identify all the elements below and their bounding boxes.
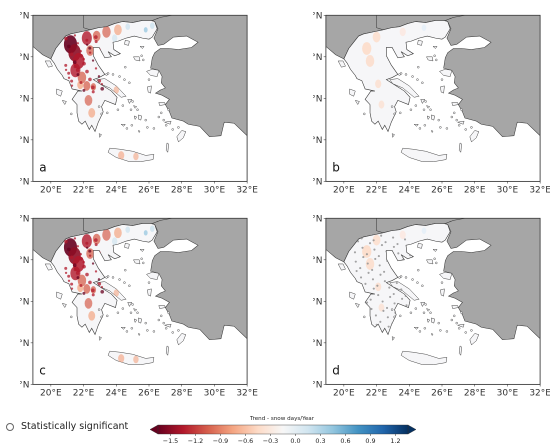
map-panel-b: 42°N 40°N 38°N 36°N 34°N 20°E 22°E 24°E 26°E 28°E… xyxy=(313,8,550,194)
longitude-label: 30°E xyxy=(204,389,226,398)
latitude-label: 36°N xyxy=(313,136,322,146)
significance-label: Statistically significant xyxy=(21,421,129,432)
longitude-label: 32°E xyxy=(529,389,550,398)
trend-overlay xyxy=(362,227,427,312)
longitude-label: 32°E xyxy=(236,389,258,398)
turkey-land xyxy=(443,218,541,340)
map-svg-a: 42°N 40°N 38°N 36°N 34°N 20°E 22°E 24°E 26°E 28°E… xyxy=(20,11,258,195)
longitude-label: 22°E xyxy=(73,389,95,398)
colorbar-tick-label: −0.3 xyxy=(263,437,279,444)
longitude-label: 32°E xyxy=(236,186,258,195)
longitude-label: 22°E xyxy=(366,186,388,195)
colorbar-tick-label: −1.5 xyxy=(163,437,179,444)
colorbar-tick-label: −0.9 xyxy=(213,437,229,444)
latitude-label: 42°N xyxy=(313,11,322,21)
colorbar-tick-label: 0.9 xyxy=(365,437,375,444)
colorbar-title: Trend - snow days/Year xyxy=(249,416,315,422)
longitude-label: 20°E xyxy=(333,186,355,195)
colorbar-gradient xyxy=(157,424,409,435)
longitude-label: 20°E xyxy=(40,389,62,398)
longitude-label: 24°E xyxy=(105,186,127,195)
latitude-label: 40°N xyxy=(313,256,322,266)
latitude-label: 42°N xyxy=(20,11,29,21)
longitude-label: 26°E xyxy=(138,389,160,398)
longitude-label: 32°E xyxy=(529,186,550,195)
colorbar-max-extend xyxy=(407,424,417,435)
latitude-label: 34°N xyxy=(313,380,322,390)
latitude-label: 34°N xyxy=(20,380,29,390)
longitude-label: 28°E xyxy=(171,389,193,398)
longitude-label: 26°E xyxy=(138,186,160,195)
longitude-label: 24°E xyxy=(105,389,127,398)
longitude-label: 26°E xyxy=(431,186,453,195)
latitude-label: 40°N xyxy=(20,53,29,63)
colorbar-tick-label: −1.2 xyxy=(188,437,204,444)
latitude-label: 34°N xyxy=(313,177,322,187)
trend-overlay xyxy=(63,225,155,364)
panel-letter: a xyxy=(39,161,46,175)
colorbar-min-extend xyxy=(149,424,159,435)
longitude-label: 26°E xyxy=(431,389,453,398)
latitude-label: 34°N xyxy=(20,177,29,187)
map-panel-c: 42°N 40°N 38°N 36°N 34°N 20°E 22°E 24°E 26°E 28°E… xyxy=(20,211,260,397)
longitude-label: 28°E xyxy=(464,389,486,398)
latitude-label: 36°N xyxy=(20,339,29,349)
longitude-label: 28°E xyxy=(464,186,486,195)
longitude-label: 24°E xyxy=(398,389,420,398)
longitude-label: 20°E xyxy=(333,389,355,398)
significance-circle-icon xyxy=(6,422,14,431)
longitude-label: 30°E xyxy=(497,389,519,398)
longitude-label: 20°E xyxy=(40,186,62,195)
panel-letter: d xyxy=(332,364,340,378)
latitude-label: 42°N xyxy=(313,214,322,224)
latitude-label: 38°N xyxy=(20,94,29,104)
longitude-label: 30°E xyxy=(204,186,226,195)
colorbar-tick-label: 0.0 xyxy=(290,437,300,444)
longitude-label: 22°E xyxy=(73,186,95,195)
colorbar-tick-label: 1.2 xyxy=(390,437,400,444)
latitude-label: 42°N xyxy=(20,214,29,224)
trend-overlay xyxy=(63,22,155,161)
colorbar-tick-label: 0.3 xyxy=(315,437,325,444)
turkey-land xyxy=(150,15,248,137)
map-panel-d: 42°N 40°N 38°N 36°N 34°N 20°E 22°E 24°E 26°E 28°E… xyxy=(313,211,550,397)
trend-overlay xyxy=(362,24,427,109)
map-svg-c: 42°N 40°N 38°N 36°N 34°N 20°E 22°E 24°E 26°E 28°E… xyxy=(20,214,258,398)
panel-letter: c xyxy=(39,364,46,378)
turkey-land xyxy=(150,218,248,340)
map-svg-b: 42°N 40°N 38°N 36°N 34°N 20°E 22°E 24°E 26°E 28°E… xyxy=(313,11,550,195)
panel-letter: b xyxy=(332,161,340,175)
significance-legend: Statistically significant xyxy=(6,421,128,432)
colorbar-tick-label: 0.6 xyxy=(340,437,350,444)
longitude-label: 30°E xyxy=(497,186,519,195)
latitude-label: 40°N xyxy=(313,53,322,63)
latitude-label: 36°N xyxy=(313,339,322,349)
latitude-label: 38°N xyxy=(20,297,29,307)
turkey-land xyxy=(443,15,541,137)
latitude-label: 36°N xyxy=(20,136,29,146)
colorbar-tick-label: −0.6 xyxy=(238,437,254,444)
latitude-label: 38°N xyxy=(313,94,322,104)
latitude-label: 40°N xyxy=(20,256,29,266)
map-svg-d: 42°N 40°N 38°N 36°N 34°N 20°E 22°E 24°E 26°E 28°E… xyxy=(313,214,550,398)
longitude-label: 24°E xyxy=(398,186,420,195)
longitude-label: 28°E xyxy=(171,186,193,195)
latitude-label: 38°N xyxy=(313,297,322,307)
longitude-label: 22°E xyxy=(366,389,388,398)
map-panel-a: 42°N 40°N 38°N 36°N 34°N 20°E 22°E 24°E 26°E 28°E… xyxy=(20,8,260,194)
